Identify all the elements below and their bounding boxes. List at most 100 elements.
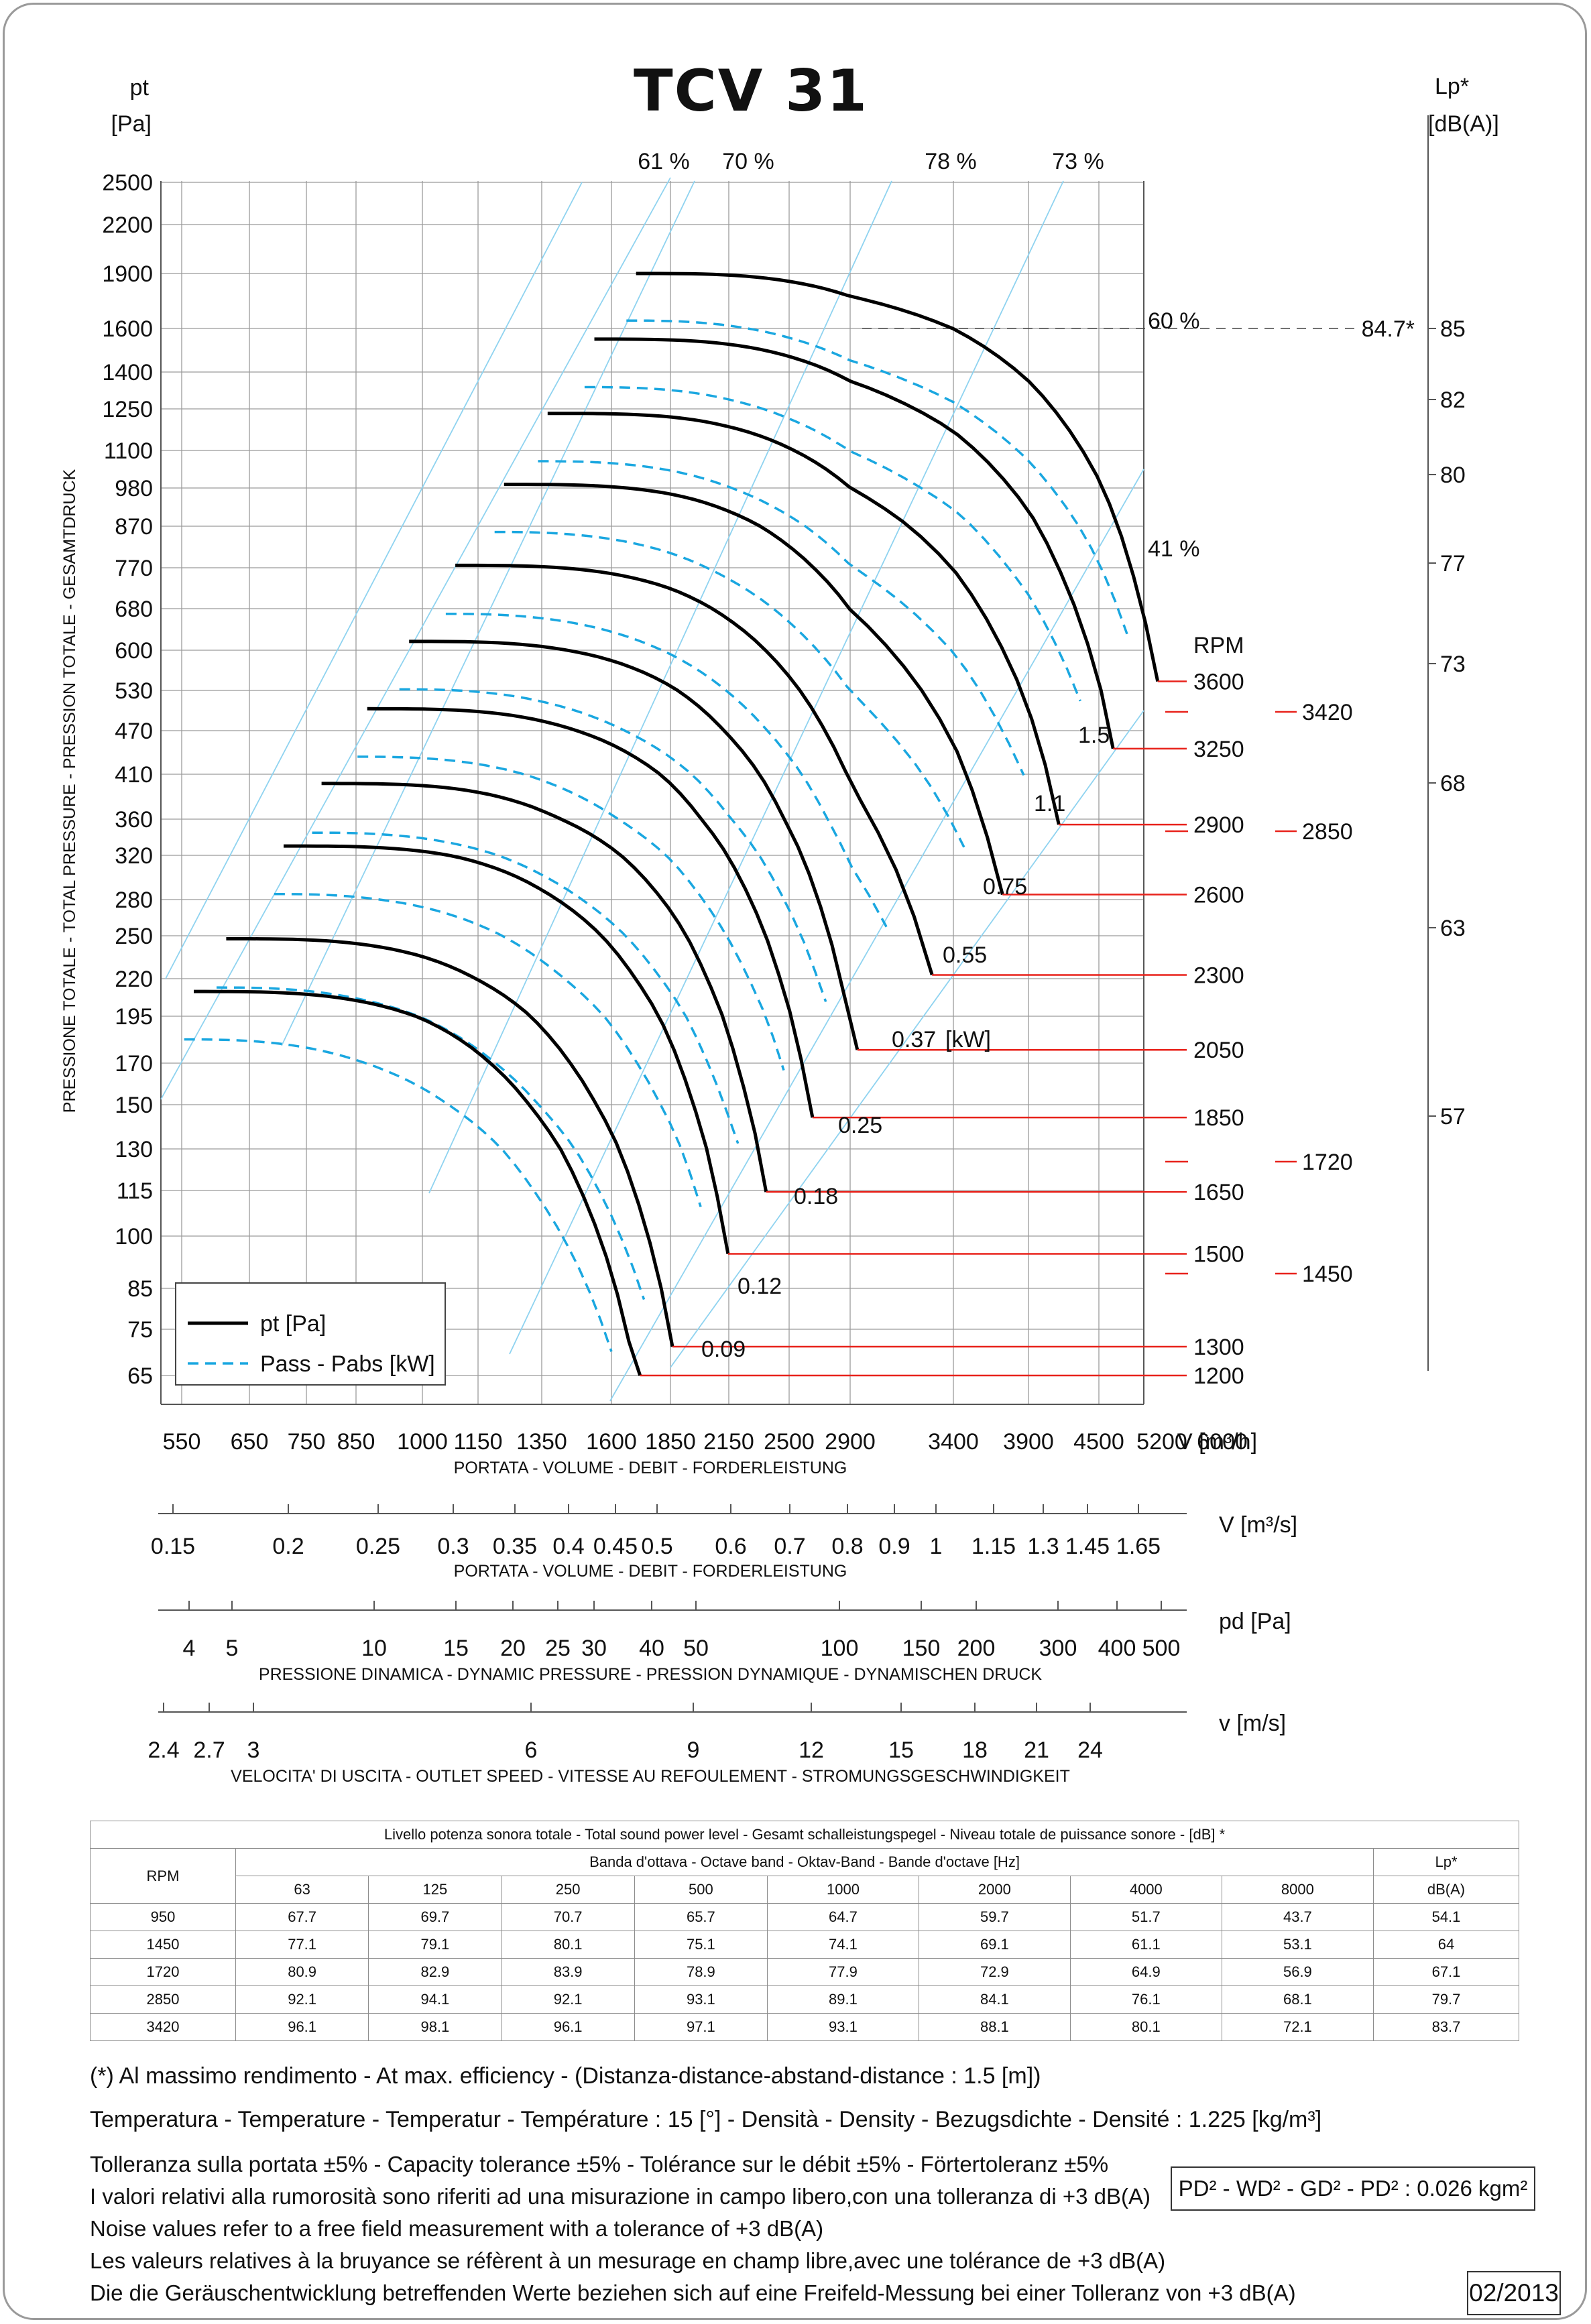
table-cell-value: 72.1 [1221, 2013, 1374, 2041]
y-tick-label: 220 [115, 967, 153, 992]
lp-tick-label: 82 [1440, 387, 1466, 413]
y-axis-unit: [Pa] [111, 111, 152, 137]
x-tick-label: 750 [288, 1429, 326, 1455]
outlet-speed-tick-label: 9 [687, 1737, 700, 1763]
y-axis-unit: pt [130, 75, 150, 101]
y-tick-label: 1400 [102, 360, 153, 385]
band-header: 8000 [1221, 1876, 1374, 1904]
dynamic-pressure-tick-label: 300 [1039, 1636, 1077, 1661]
power-label: 1.5 [1078, 723, 1110, 748]
table-cell-value: 84.1 [918, 1985, 1071, 2014]
power-curve-3250 [584, 385, 1081, 702]
power-label: 0.75 [983, 874, 1027, 900]
rpm-header: RPM [90, 1848, 236, 1904]
dynamic-pressure-tick-label: 30 [581, 1636, 607, 1661]
outlet-speed-title: VELOCITA' DI USCITA - OUTLET SPEED - VIT… [231, 1767, 1070, 1786]
y-tick-label: 1600 [102, 316, 153, 342]
power-curve-2300 [445, 613, 888, 928]
efficiency-line [670, 710, 1144, 1368]
table-cell-lp: 83.7 [1373, 2013, 1519, 2041]
y-tick-label: 410 [115, 762, 153, 788]
efficiency-label: 41 % [1148, 536, 1200, 562]
dynamic-pressure-unit-label: pd [Pa] [1219, 1609, 1291, 1634]
x-tick-label: 1600 [586, 1429, 637, 1455]
lp-tick-label: 57 [1440, 1104, 1466, 1129]
legend-label-pt: pt [Pa] [260, 1311, 326, 1337]
dynamic-pressure-tick-label: 100 [821, 1636, 859, 1661]
table-cell-value: 65.7 [634, 1903, 768, 1931]
y-tick-label: 75 [127, 1317, 153, 1343]
dynamic-pressure-tick-label: 150 [902, 1636, 941, 1661]
band-header: 63 [235, 1876, 369, 1904]
table-cell-value: 67.7 [235, 1903, 369, 1931]
pressure-curve-1850 [367, 707, 815, 1118]
chart-title: TCV 31 [634, 58, 868, 125]
x-tick-label: 1150 [453, 1429, 502, 1455]
pressure-curve-1200 [194, 989, 642, 1376]
table-cell-value: 80.9 [235, 1958, 369, 1986]
outlet-speed-tick-label: 2.4 [148, 1737, 179, 1763]
lp-tick-label: 63 [1440, 916, 1466, 941]
power-curve-1300 [216, 986, 646, 1300]
table-cell-rpm: 1720 [90, 1958, 236, 1986]
lp-axis-unit: Lp* [1435, 74, 1469, 99]
lp-tick-label: 77 [1440, 551, 1466, 576]
x-axis-title: PORTATA - VOLUME - DEBIT - FORDERLEISTUN… [454, 1459, 847, 1477]
efficiency-label: 73 % [1052, 149, 1104, 174]
flow-m3s-tick-label: 0.7 [774, 1534, 805, 1559]
table-cell-value: 80.1 [1069, 2013, 1222, 2041]
table-cell-lp: 67.1 [1373, 1958, 1519, 1986]
rpm-extra-label: 1450 [1302, 1262, 1353, 1287]
efficiency-line [165, 182, 583, 979]
outlet-speed-tick-label: 15 [888, 1737, 914, 1763]
lp-tick-label: 85 [1440, 316, 1466, 342]
table-cell-value: 94.1 [368, 1985, 502, 2014]
sound-table-caption: Livello potenza sonora totale - Total so… [90, 1821, 1519, 1849]
flow-m3s-tick-label: 0.35 [493, 1534, 537, 1559]
y-tick-label: 280 [115, 888, 153, 913]
lp-tick-label: 68 [1440, 771, 1466, 796]
y-tick-label: 250 [115, 924, 153, 949]
pressure-curve-3250 [594, 337, 1115, 749]
y-tick-label: 2200 [102, 212, 153, 238]
y-tick-label: 600 [115, 638, 153, 664]
rpm-label: 1200 [1193, 1363, 1244, 1389]
outlet-speed-tick-label: 6 [525, 1737, 538, 1763]
power-curve-3600 [626, 319, 1128, 635]
table-cell-value: 93.1 [767, 2013, 919, 2041]
pressure-curve-1500 [284, 844, 730, 1255]
y-tick-label: 100 [115, 1224, 153, 1249]
rpm-label: 3250 [1193, 737, 1244, 762]
pressure-curve-2600 [504, 483, 1004, 896]
x-tick-label: 2500 [764, 1429, 815, 1455]
y-axis-title: PRESSIONE TOTALE - TOTAL PRESSURE - PRES… [60, 469, 79, 1113]
outlet-speed-tick-label: 18 [962, 1737, 988, 1763]
outlet-speed-tick-label: 21 [1024, 1737, 1049, 1763]
page-border [3, 3, 1587, 2320]
dynamic-pressure-title: PRESSIONE DINAMICA - DYNAMIC PRESSURE - … [259, 1665, 1043, 1684]
flow-m3s-tick-label: 1.65 [1116, 1534, 1161, 1559]
band-row: 63 125 250 500 1000 2000 4000 8000 dB(A) [91, 1876, 1519, 1904]
efficiency-line [609, 469, 1144, 1402]
outlet-speed-tick-label: 3 [247, 1737, 260, 1763]
table-row: 1450 77.1 79.1 80.1 75.1 74.1 69.1 61.1 53.1 64 [90, 1931, 1519, 1959]
power-label: 0.37 [892, 1027, 936, 1052]
legend-label-power: Pass - Pabs [kW] [260, 1351, 435, 1377]
rpm-extra-label: 1720 [1302, 1150, 1353, 1175]
x-tick-label: 1350 [516, 1429, 567, 1455]
power-unit-label: [kW] [945, 1027, 991, 1052]
y-tick-label: 65 [127, 1363, 153, 1389]
band-caption: Banda d'ottava - Octave band - Oktav-Ban… [235, 1848, 1374, 1876]
y-tick-label: 1900 [102, 261, 153, 287]
y-tick-label: 85 [127, 1276, 153, 1302]
power-curve-2050 [399, 688, 827, 1002]
table-cell-value: 69.7 [368, 1903, 502, 1931]
table-cell-value: 70.7 [501, 1903, 635, 1931]
table-row: 950 67.7 69.7 70.7 65.7 64.7 59.7 51.7 43.7 54.1 [90, 1903, 1519, 1931]
flow-m3s-tick-label: 0.25 [356, 1534, 400, 1559]
power-label: 0.18 [794, 1184, 838, 1209]
x-tick-label: 3900 [1003, 1429, 1054, 1455]
flow-m3s-tick-label: 0.8 [831, 1534, 863, 1559]
rpm-header: RPM [1193, 633, 1244, 658]
power-label: 1.1 [1034, 791, 1065, 816]
